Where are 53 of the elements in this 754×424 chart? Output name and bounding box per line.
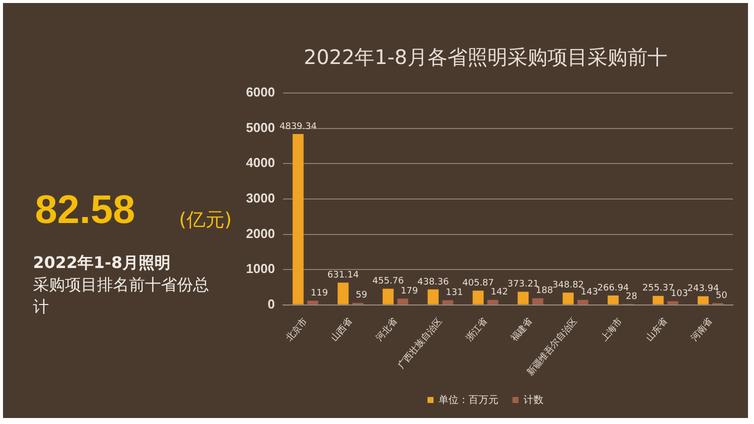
y-tick-label: 1000 — [246, 261, 275, 276]
data-label: 59 — [356, 290, 368, 301]
bar — [532, 298, 544, 304]
bar — [698, 296, 709, 304]
text: 2022年1-8月照明 — [33, 253, 170, 274]
text: 82.58 — [35, 188, 136, 233]
bar — [608, 295, 619, 304]
y-tick-label: 0 — [268, 296, 275, 312]
legend-label: 单位：百万元 — [438, 394, 498, 406]
text: (亿元) — [179, 208, 232, 233]
data-label: 405.87 — [462, 278, 494, 288]
chart-title: 2022年1-8月各省照明采购项目采购前十 — [304, 45, 668, 70]
y-tick-label: 4000 — [246, 155, 275, 170]
text: 采购项目排名前十省份总计 — [33, 274, 210, 318]
data-label: 631.14 — [327, 270, 360, 280]
bar — [442, 300, 454, 304]
data-label: 119 — [310, 288, 328, 299]
bar — [307, 300, 318, 304]
bar — [667, 301, 678, 304]
data-label: 188 — [536, 286, 554, 296]
bar — [397, 298, 408, 304]
data-label: 143 — [580, 288, 598, 298]
data-label: 4839.34 — [280, 122, 317, 132]
y-tick-label: 5000 — [246, 120, 275, 135]
data-label: 50 — [716, 290, 728, 301]
bar — [518, 292, 529, 304]
bar — [577, 300, 588, 304]
legend-label: 计数 — [524, 394, 544, 406]
x-tick-label: 山东省 — [644, 316, 669, 343]
data-label: 455.76 — [372, 276, 404, 287]
data-label: 179 — [400, 286, 418, 296]
data-label: 131 — [446, 288, 463, 298]
bar — [562, 292, 574, 304]
y-tick-label: 6000 — [246, 84, 275, 100]
x-tick-label: 河南省 — [688, 316, 714, 343]
x-tick-label: 福建省 — [508, 316, 534, 343]
bar — [652, 296, 664, 304]
data-label: 28 — [626, 292, 638, 302]
x-tick-label: 上海市 — [598, 316, 624, 343]
data-label: 142 — [490, 288, 508, 298]
y-tick-label: 2000 — [246, 226, 275, 241]
x-tick-label: 山西省 — [328, 316, 354, 343]
bar — [487, 300, 498, 304]
data-label: 266.94 — [597, 283, 630, 294]
bar — [338, 282, 349, 304]
bar — [292, 134, 304, 304]
bar — [428, 289, 439, 304]
x-tick-label: 浙江省 — [464, 316, 489, 343]
x-tick-label: 北京市 — [284, 316, 309, 343]
bar — [382, 288, 394, 304]
data-label: 438.36 — [417, 277, 450, 288]
y-tick-label: 3000 — [246, 190, 275, 206]
bar — [472, 290, 484, 304]
